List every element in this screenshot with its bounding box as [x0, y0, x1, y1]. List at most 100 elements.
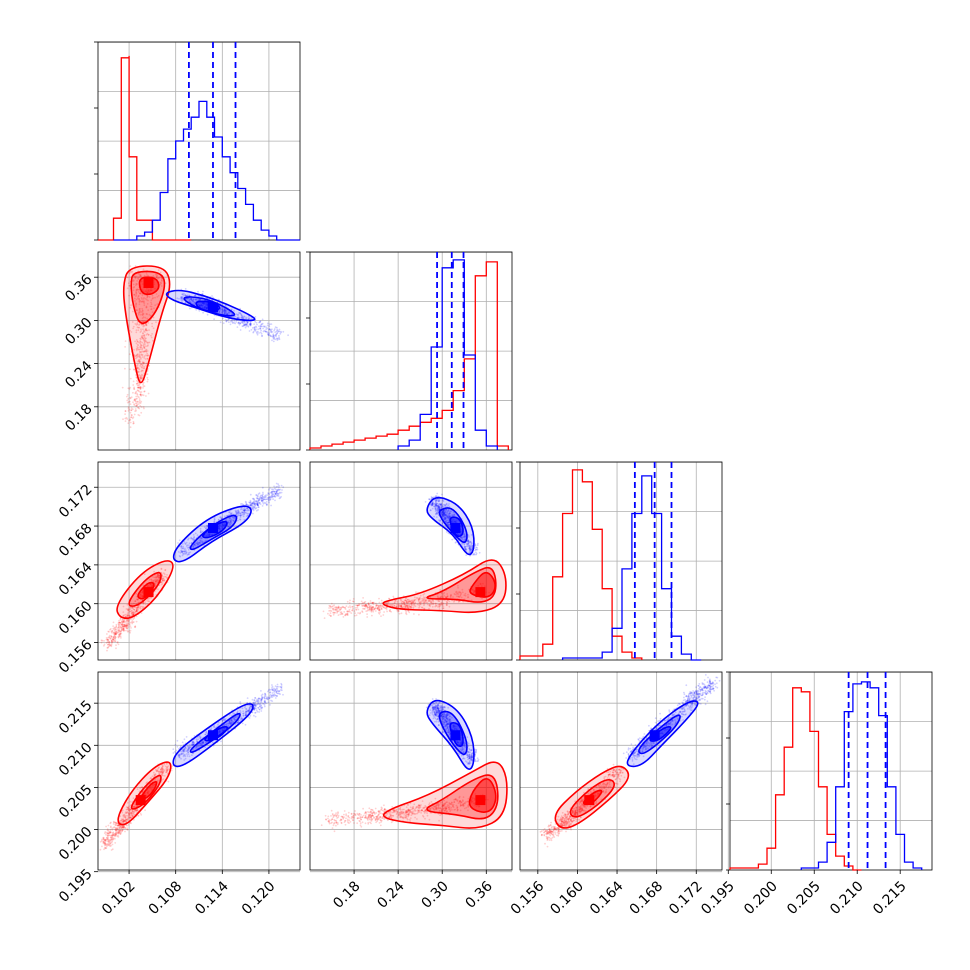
sample-point [275, 482, 278, 485]
sample-point [402, 605, 405, 608]
sample-point [437, 505, 440, 508]
sample-point [133, 805, 136, 808]
sample-point [246, 322, 249, 324]
sample-point [133, 286, 136, 288]
panel-content [100, 482, 285, 652]
sample-point [116, 627, 119, 629]
sample-point [158, 773, 161, 776]
sample-point [413, 600, 416, 602]
sample-point [400, 606, 403, 608]
sample-point [225, 312, 228, 315]
sample-point [129, 329, 131, 332]
sample-point [151, 322, 154, 325]
sample-point [199, 530, 202, 532]
sample-point [259, 320, 262, 323]
sample-point [196, 534, 199, 536]
sample-point [435, 495, 437, 497]
sample-point [383, 611, 385, 613]
sample-point [142, 325, 145, 328]
sample-point [387, 601, 390, 604]
sample-point [128, 388, 131, 390]
sample-point [121, 618, 124, 621]
sample-point [442, 593, 445, 595]
sample-point [355, 614, 358, 617]
sample-point [124, 815, 127, 817]
sample-point [344, 608, 347, 610]
sample-point [243, 321, 246, 323]
blue-histogram [113, 100, 300, 241]
sample-point [154, 581, 157, 583]
sample-point [445, 604, 448, 607]
sample-point [141, 366, 144, 369]
sample-point [145, 350, 148, 353]
sample-point [117, 633, 120, 636]
sample-point [120, 819, 123, 822]
sample-point [405, 599, 407, 602]
sample-point [366, 616, 369, 618]
red-density-peak [143, 278, 154, 288]
sample-point [278, 338, 281, 341]
sample-point [259, 320, 261, 323]
sample-point [478, 551, 481, 554]
sample-point [423, 598, 425, 600]
sample-point [247, 325, 250, 328]
sample-point [139, 340, 142, 343]
sample-point [230, 518, 233, 521]
sample-point [160, 770, 163, 773]
sample-point [143, 340, 146, 343]
sample-point [241, 508, 244, 511]
sample-point [249, 501, 252, 504]
sample-point [116, 829, 119, 832]
sample-point [240, 507, 243, 509]
sample-point [134, 399, 137, 402]
sample-point [444, 510, 447, 513]
sample-point [138, 398, 141, 400]
sample-point [111, 641, 113, 644]
sample-point [444, 504, 446, 506]
sample-point [115, 647, 117, 650]
sample-point [349, 606, 352, 609]
sample-point [236, 314, 239, 317]
sample-point [115, 828, 118, 830]
sample-point [117, 830, 120, 833]
sample-point [459, 594, 462, 596]
sample-point [255, 326, 258, 328]
sample-point [361, 604, 363, 607]
sample-point [107, 640, 110, 642]
sample-point [245, 316, 248, 319]
sample-point [268, 325, 271, 328]
sample-point [124, 417, 127, 420]
sample-point [145, 306, 148, 308]
sample-point [221, 308, 224, 311]
sample-point [103, 842, 106, 845]
sample-point [356, 604, 359, 607]
sample-point [162, 771, 164, 774]
sample-point [116, 825, 119, 827]
sample-point [445, 508, 447, 511]
sample-point [362, 607, 364, 610]
sample-point [122, 620, 125, 623]
sample-point [145, 324, 148, 326]
sample-point [143, 346, 146, 349]
sample-point [236, 519, 239, 522]
sample-point [137, 386, 140, 389]
sample-point [368, 603, 370, 605]
sample-point [455, 590, 458, 593]
sample-point [442, 510, 445, 512]
sample-point [148, 364, 151, 367]
sample-point [130, 808, 132, 811]
sample-point [139, 386, 142, 389]
sample-point [408, 600, 410, 603]
sample-point [469, 541, 472, 543]
sample-point [434, 510, 437, 513]
sample-point [232, 516, 235, 518]
sample-point [204, 527, 207, 530]
sample-point [370, 607, 373, 609]
sample-point [261, 335, 263, 338]
sample-point [276, 338, 279, 340]
sample-point [239, 515, 242, 517]
sample-point [146, 295, 149, 298]
sample-point [344, 607, 346, 609]
sample-point [427, 603, 429, 606]
sample-point [256, 497, 259, 500]
